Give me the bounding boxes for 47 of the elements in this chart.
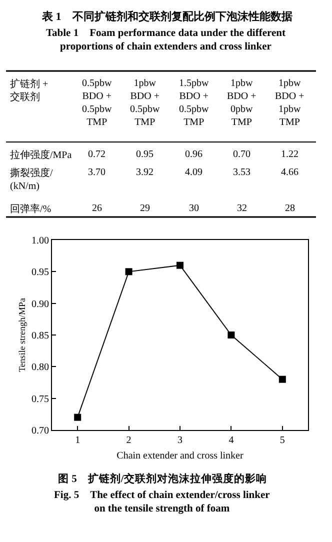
text: 1pbw BDO + 1pbw TMP: [275, 78, 305, 128]
text: 26: [92, 203, 102, 214]
text: 扩链剂 + 交联剂: [10, 78, 48, 103]
y-tick-label: 0.85: [32, 330, 49, 342]
text: 1.5pbw BDO + 0.5pbw TMP: [179, 78, 210, 128]
point: [74, 414, 82, 421]
text: 回弹率/%: [10, 203, 52, 215]
text: 30: [189, 203, 199, 214]
text: Table 1 Foam performance data under the different proportions of chain extenders and cross linker: [46, 28, 286, 53]
text: 28: [285, 203, 295, 214]
text: 0.72: [88, 149, 106, 160]
text: 图 5 扩链剂/交联剂对泡沫拉伸强度的影响: [58, 472, 267, 485]
y-tick-label: 0.70: [32, 426, 49, 436]
x-tick-label: 4: [228, 435, 234, 446]
point: [278, 376, 286, 383]
y-tick-label: 0.95: [32, 267, 49, 278]
x-axis-title: Chain extender and cross linker: [116, 450, 244, 462]
text: 32: [237, 203, 247, 214]
y-tick-label: 1.00: [32, 236, 49, 246]
x-tick-label: 1: [75, 435, 80, 446]
x-tick-label: 5: [280, 435, 285, 446]
text: 1pbw BDO + 0pbw TMP: [227, 78, 257, 128]
text: 0.96: [185, 149, 202, 160]
text: 4.09: [185, 167, 202, 178]
text: 29: [140, 203, 150, 214]
text: 3.53: [233, 167, 250, 178]
x-tick-label: 2: [126, 435, 132, 446]
text: 撕裂强度/ (kN/m): [10, 167, 53, 192]
text: 4.66: [281, 167, 298, 178]
point: [125, 268, 132, 276]
text: Fig. 5 The effect of chain extender/cross linker on the tensile strength of foam: [54, 490, 270, 515]
text: 1.22: [281, 149, 298, 160]
text: 0.5pbw BDO + 0.5pbw TMP: [82, 78, 112, 128]
text: 0.70: [233, 149, 250, 160]
point: [176, 262, 184, 269]
text: 3.92: [136, 167, 154, 178]
point: [228, 332, 235, 338]
y-tick-label: 0.90: [32, 298, 49, 310]
y-axis-title: Tensile strengh/MPa: [16, 298, 27, 372]
y-tick-label: 0.75: [32, 394, 49, 405]
text: 拉伸强度/MPa: [10, 149, 72, 161]
x-tick-label: 3: [178, 435, 182, 446]
text: 3.70: [88, 167, 106, 178]
text: 0.95: [136, 149, 154, 160]
y-tick-label: 0.80: [32, 362, 49, 374]
text: 表 1 不同扩链剂和交联剂复配比例下泡沫性能数据: [41, 10, 292, 23]
text: 1pbw BDO + 0.5pbw TMP: [130, 78, 160, 128]
